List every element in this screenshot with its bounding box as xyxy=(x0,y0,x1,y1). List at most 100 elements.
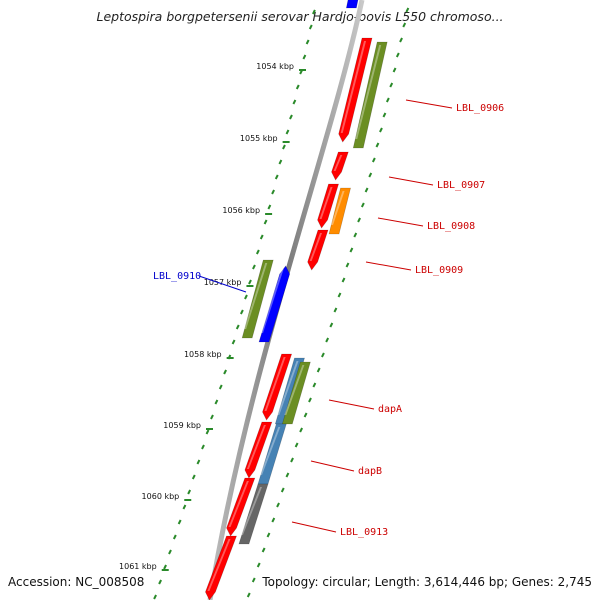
gene-label-lbl_0909[interactable]: LBL_0909 xyxy=(415,265,463,276)
inner-track-dash xyxy=(274,174,279,180)
gene-label-dapa[interactable]: dapA xyxy=(378,404,402,415)
scale-label: 1054 kbp xyxy=(256,62,294,71)
label-leader-lines xyxy=(198,99,453,533)
inner-track-dash xyxy=(255,249,260,255)
gene-highlight xyxy=(246,425,266,469)
gene-highlight xyxy=(244,263,268,329)
scale-label: 1059 kbp xyxy=(163,421,201,430)
inner-track-dash xyxy=(163,564,167,570)
gene-highlight xyxy=(277,361,299,415)
gene-highlight xyxy=(340,41,367,133)
outer-track-dash xyxy=(382,112,387,118)
scale-label: 1055 kbp xyxy=(240,134,278,143)
outer-track-dash xyxy=(399,37,403,43)
outer-track-dash xyxy=(392,67,397,73)
outer-track-dash xyxy=(345,262,350,268)
gene-red-0909[interactable] xyxy=(307,229,329,271)
inner-track-dash xyxy=(289,114,293,120)
inner-track-dash xyxy=(312,9,316,15)
inner-track-dash xyxy=(271,189,275,195)
outer-track-dash xyxy=(368,172,373,178)
outer-track-dash xyxy=(316,367,321,373)
scale-label: 1058 kbp xyxy=(184,350,222,359)
outer-track-dash xyxy=(371,157,376,163)
gene-orange-0908[interactable] xyxy=(328,187,351,235)
inner-track-dash xyxy=(231,339,236,345)
gene-olive-dapA[interactable] xyxy=(281,361,311,425)
outer-track-dash xyxy=(271,517,276,523)
outer-track-dash xyxy=(375,142,380,148)
inner-track-dash xyxy=(201,444,205,450)
inner-track-dash xyxy=(205,429,210,435)
gene-label-dapb[interactable]: dapB xyxy=(358,466,382,477)
accession-text: Accession: NC_008508 xyxy=(8,575,145,589)
outer-track-dash xyxy=(349,247,354,253)
gene-highlight xyxy=(228,481,249,527)
inner-tick-track xyxy=(153,9,316,600)
leader-line xyxy=(291,521,337,533)
leader-line xyxy=(388,176,434,186)
outer-track-dash xyxy=(389,82,394,88)
gene-highlight xyxy=(331,191,345,225)
chromosome-backbone xyxy=(207,0,365,600)
outer-track-dash xyxy=(266,532,271,538)
outer-track-dash xyxy=(357,217,361,223)
gene-dapB[interactable] xyxy=(257,423,287,485)
outer-track-dash xyxy=(276,502,280,508)
gene-highlight xyxy=(260,427,281,475)
outer-track-dash xyxy=(333,307,338,313)
gene-partial-top[interactable] xyxy=(345,0,359,9)
inner-track-dash xyxy=(158,579,162,585)
gene-label-lbl_0907[interactable]: LBL_0907 xyxy=(437,180,485,191)
inner-track-dash xyxy=(248,279,252,285)
gene-0910[interactable] xyxy=(258,265,291,343)
gene-red-dapA-left[interactable] xyxy=(262,353,293,421)
gene-red-0906a[interactable] xyxy=(338,37,373,143)
gene-red-dapB-left[interactable] xyxy=(244,421,273,479)
gene-red-bottom[interactable] xyxy=(205,535,237,600)
inner-track-dash xyxy=(295,84,300,90)
outer-track-dash xyxy=(280,487,285,493)
gene-label-lbl_0908[interactable]: LBL_0908 xyxy=(427,221,475,232)
outer-track-dash xyxy=(395,52,400,58)
inner-track-dash xyxy=(244,294,248,300)
inner-track-dash xyxy=(235,324,240,330)
gene-olive-0906[interactable] xyxy=(352,41,388,149)
inner-track-dash xyxy=(263,219,268,225)
gene-highlight xyxy=(284,365,305,415)
gene-label-lbl_0910[interactable]: LBL_0910 xyxy=(153,271,201,282)
gene-label-lbl_0913[interactable]: LBL_0913 xyxy=(340,527,388,538)
inner-track-dash xyxy=(305,39,310,45)
leader-line xyxy=(405,99,453,109)
outer-tick-track xyxy=(246,7,410,598)
outer-track-dash xyxy=(360,202,365,208)
scale-labels: 1054 kbp 1055 kbp 1056 kbp 1057 kbp 1058 kbp… xyxy=(119,62,306,571)
gene-label-group: LBL_0906 LBL_0907 LBL_0908 LBL_0909 LBL_0910… xyxy=(153,103,504,538)
gene-olive-0910[interactable] xyxy=(241,259,274,339)
inner-track-dash xyxy=(172,534,177,540)
gene-0913[interactable] xyxy=(238,483,269,545)
outer-track-dash xyxy=(385,97,390,103)
inner-track-dash xyxy=(285,129,290,135)
outer-track-dash xyxy=(329,322,334,328)
gene-highlight xyxy=(355,45,382,139)
inner-track-dash xyxy=(153,594,157,600)
outer-track-dash xyxy=(402,22,407,28)
outer-track-dash xyxy=(308,397,312,403)
gene-highlight xyxy=(333,155,343,171)
genome-summary-text: Topology: circular; Length: 3,614,446 bp… xyxy=(262,575,592,589)
gene-red-0913-left[interactable] xyxy=(226,477,256,537)
gene-label-lbl_0906[interactable]: LBL_0906 xyxy=(456,103,504,114)
outer-track-dash xyxy=(364,187,369,193)
gene-red-0907[interactable] xyxy=(331,151,349,181)
scale-label: 1057 kbp xyxy=(204,278,242,287)
scale-label: 1060 kbp xyxy=(142,492,180,501)
gene-highlight xyxy=(207,539,231,591)
gene-red-0908a[interactable] xyxy=(317,183,339,229)
inner-track-dash xyxy=(210,414,214,420)
outer-track-dash xyxy=(303,412,308,418)
outer-track-dash xyxy=(405,7,410,13)
outer-track-dash xyxy=(285,472,290,478)
gene-highlight xyxy=(319,187,333,219)
outer-track-dash xyxy=(325,337,330,343)
